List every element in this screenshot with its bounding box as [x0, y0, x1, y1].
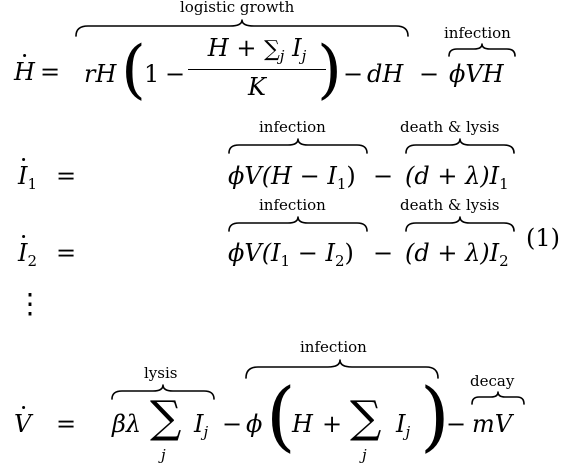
lhs-i2: I2: [18, 241, 37, 269]
infection-i1-main: ϕV(H − I: [228, 162, 337, 190]
fraction-logistic: H + ∑j Ij K: [188, 36, 326, 99]
i2-dot-symbol: I: [18, 239, 28, 267]
v-I1-sub: j: [203, 423, 209, 441]
lhs-v: V: [14, 412, 31, 436]
v-dot-symbol: V: [14, 410, 32, 438]
infection-i2-sub1: 1: [280, 252, 291, 270]
overbrace-death-i2: [405, 216, 515, 232]
label-death-i2: death & lysis: [400, 196, 500, 214]
num-I-sub: j: [301, 47, 307, 65]
num-H: H: [207, 34, 229, 62]
label-decay: decay: [470, 372, 515, 390]
overbrace-infection-i1: [228, 138, 368, 154]
overbrace-infection-i2: [228, 216, 368, 232]
fraction-bar: [188, 69, 326, 70]
infection-i1-sub: 1: [336, 175, 347, 193]
death-i1-main: (d + λ)I: [405, 162, 500, 190]
term-infection-i1: ϕV(H − I1): [228, 164, 356, 192]
sum-symbol-2: ∑: [350, 392, 382, 443]
sum1-subscript: j: [161, 446, 166, 464]
inner-plus: +: [322, 410, 343, 438]
minus-h-3: −: [419, 60, 440, 88]
lhs-i2-sub: 2: [27, 252, 38, 270]
i1-dot-symbol: I: [18, 162, 28, 190]
label-death-i1: death & lysis: [400, 118, 500, 136]
v-I1: I: [194, 410, 204, 438]
overbrace-lysis: [111, 384, 215, 400]
h-dot-symbol: H: [14, 58, 35, 86]
inner-H: H: [292, 410, 313, 438]
term-phiVH: ϕVH: [449, 60, 504, 88]
term-rH: rH: [84, 60, 117, 88]
term-phi: ϕ: [246, 410, 263, 438]
minus-h-2: −: [343, 60, 364, 88]
term-dH: dH: [367, 60, 404, 88]
minus-i1: −: [373, 162, 394, 190]
overbrace-infection-h: [448, 43, 516, 57]
lhs-i1: I1: [18, 164, 37, 192]
fraction-denominator: K: [248, 73, 266, 101]
minus-v-2: −: [446, 410, 467, 438]
infection-i1-close: ): [346, 162, 356, 190]
right-paren-h: ): [317, 33, 342, 107]
num-sum: ∑: [264, 37, 280, 62]
infection-i2-main: ϕV(I: [228, 239, 281, 267]
death-i2-main: (d + λ)I: [405, 239, 500, 267]
infection-i2-sub2: 2: [334, 252, 345, 270]
overbrace-death-i1: [405, 138, 515, 154]
label-infection-i1: infection: [259, 118, 326, 136]
right-paren-v: ): [420, 371, 450, 460]
term-I2: Ij: [396, 412, 410, 440]
vertical-ellipsis: ⋮: [16, 287, 44, 320]
sum2-subscript: j: [362, 446, 367, 464]
infection-i2-mid: − I: [290, 239, 335, 267]
death-i1-sub: 1: [499, 175, 509, 193]
term-death-i2: (d + λ)I2: [405, 241, 509, 269]
lhs-h: H: [14, 60, 35, 84]
equation-number: (1): [526, 224, 560, 252]
term-I1: Ij: [194, 412, 208, 440]
left-paren-h: (: [121, 33, 146, 107]
term-mV: mV: [472, 410, 513, 438]
num-plus: +: [236, 34, 257, 62]
label-infection-h: infection: [444, 24, 511, 42]
equals-sign-i2: =: [56, 239, 77, 267]
left-paren-v: (: [266, 371, 296, 460]
num-I: I: [292, 34, 302, 62]
equals-sign-i1: =: [56, 162, 77, 190]
overbrace-infection-v: [245, 359, 439, 379]
v-I2: I: [396, 410, 406, 438]
equals-sign-h: =: [40, 58, 61, 86]
minus-i2: −: [373, 239, 394, 267]
equals-sign-v: =: [56, 410, 77, 438]
term-betalambda: βλ: [112, 410, 142, 438]
v-I2-sub: j: [405, 423, 411, 441]
num-sum-sub: j: [279, 47, 285, 65]
fraction-numerator: H + ∑j Ij: [208, 36, 306, 64]
sum-symbol-1: ∑: [150, 392, 182, 443]
term-one: 1: [144, 60, 160, 88]
minus-h-1: −: [165, 60, 186, 88]
overbrace-decay: [471, 391, 525, 405]
label-lysis: lysis: [144, 364, 178, 382]
term-death-i1: (d + λ)I1: [405, 164, 509, 192]
overbrace-logistic: [75, 19, 409, 37]
label-logistic-growth: logistic growth: [180, 0, 295, 16]
lhs-i1-sub: 1: [27, 175, 38, 193]
label-infection-v: infection: [300, 338, 367, 356]
minus-v-1: −: [222, 410, 243, 438]
death-i2-sub: 2: [499, 252, 509, 270]
term-infection-i2: ϕV(I1 − I2): [228, 241, 354, 269]
label-infection-i2: infection: [259, 196, 326, 214]
infection-i2-close: ): [344, 239, 354, 267]
